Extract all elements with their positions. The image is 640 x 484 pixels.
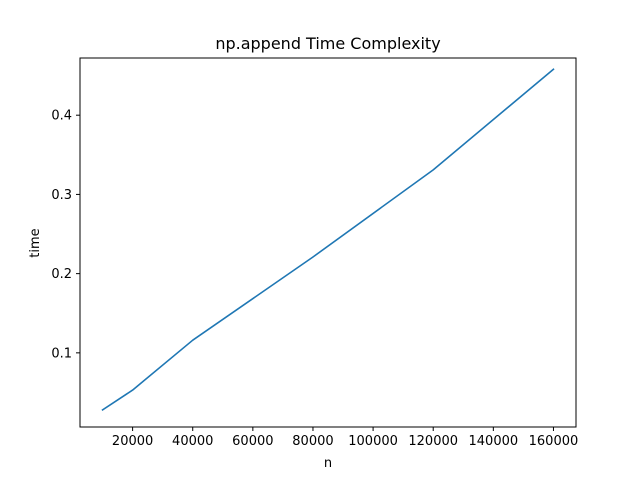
x-tick-label: 100000 — [348, 434, 398, 449]
axes-frame — [79, 57, 577, 428]
x-axis-ticks: 20000 40000 60000 80000 100000 120000 140000 16… — [112, 427, 578, 449]
series-line-0 — [101, 68, 555, 411]
x-tick-label: 60000 — [232, 434, 273, 449]
y-axis-ticks: 0.1 0.2 0.3 0.4 — [51, 109, 80, 361]
x-tick-label: 120000 — [408, 434, 458, 449]
plot-area — [101, 68, 555, 411]
chart-title: np.append Time Complexity — [215, 34, 440, 53]
x-tick-label: 20000 — [112, 434, 153, 449]
y-tick-label: 0.1 — [51, 346, 72, 361]
x-tick-label: 160000 — [529, 434, 579, 449]
x-tick-label: 80000 — [292, 434, 333, 449]
y-tick-label: 0.2 — [51, 267, 72, 282]
x-tick-label: 140000 — [469, 434, 519, 449]
y-tick-label: 0.3 — [51, 188, 72, 203]
y-axis-label: time — [28, 228, 43, 257]
y-tick-label: 0.4 — [51, 109, 72, 124]
x-tick-label: 40000 — [172, 434, 213, 449]
x-axis-label: n — [324, 456, 332, 471]
